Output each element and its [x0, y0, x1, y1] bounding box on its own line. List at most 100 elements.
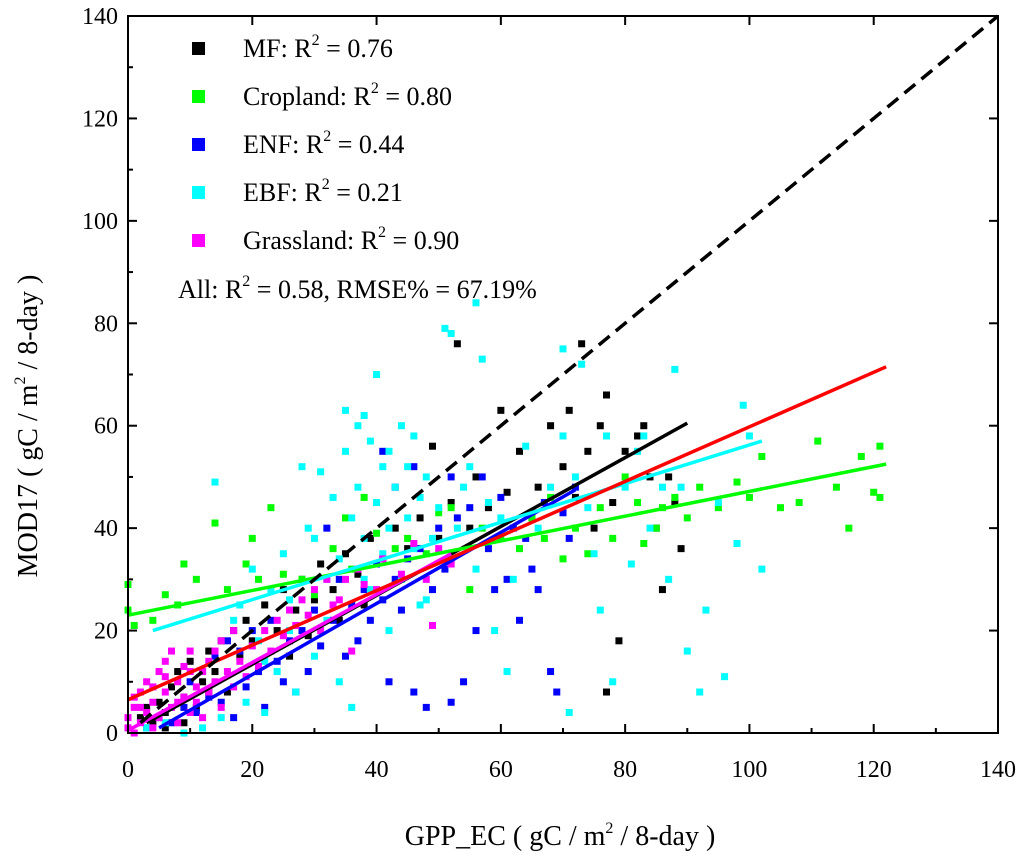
legend: MF: R2 = 0.76 Cropland: R2 = 0.80 ENF: R2 …	[192, 32, 459, 255]
data-point	[671, 365, 679, 373]
data-point	[199, 678, 207, 686]
data-point	[621, 473, 629, 481]
fit-line-enf	[158, 488, 577, 730]
data-point	[286, 652, 294, 660]
data-point	[248, 637, 256, 645]
data-point	[739, 401, 747, 409]
data-point	[385, 678, 393, 686]
data-point	[422, 596, 430, 604]
data-point	[559, 509, 567, 517]
data-point	[149, 616, 157, 624]
data-point	[516, 545, 523, 553]
data-point	[553, 688, 561, 696]
axes-layer: 0 20 40 60 80 100 120 140 0 20 40 60 80 100 120 140	[82, 4, 1016, 783]
data-point	[348, 514, 356, 522]
data-point	[410, 688, 418, 696]
data-point	[230, 616, 238, 624]
data-point	[547, 668, 555, 676]
data-point	[466, 586, 474, 594]
data-point	[565, 534, 573, 542]
data-point	[267, 586, 275, 594]
data-point	[404, 514, 412, 522]
data-point	[192, 709, 200, 717]
data-point	[745, 493, 753, 501]
data-point	[509, 575, 517, 583]
data-point	[472, 473, 480, 481]
data-point	[242, 560, 250, 568]
y-tick-label: 20	[94, 619, 118, 645]
plot-area	[128, 16, 998, 733]
data-point	[310, 586, 318, 594]
data-point	[199, 724, 207, 732]
data-point	[447, 473, 455, 481]
data-point	[261, 703, 269, 711]
data-point	[261, 627, 269, 635]
data-point	[223, 586, 231, 594]
data-point	[435, 534, 443, 542]
data-point	[366, 534, 374, 542]
data-point	[714, 504, 722, 512]
data-point	[186, 647, 194, 655]
data-point	[677, 483, 685, 491]
data-point	[534, 586, 542, 594]
data-point	[453, 524, 461, 532]
data-point	[130, 621, 138, 629]
data-point	[422, 473, 430, 481]
legend-marker-ebf	[192, 186, 205, 199]
data-point	[571, 483, 579, 491]
data-point	[503, 488, 511, 496]
data-point	[422, 703, 430, 711]
data-point	[329, 586, 337, 594]
data-point	[397, 606, 405, 614]
data-point	[267, 504, 275, 512]
data-point	[671, 499, 679, 507]
data-point	[447, 560, 455, 568]
data-point	[609, 534, 617, 542]
data-point	[180, 662, 188, 670]
data-point	[652, 524, 660, 532]
data-point	[360, 586, 368, 594]
data-point	[186, 657, 194, 665]
data-point	[497, 514, 505, 522]
data-point	[199, 668, 207, 676]
legend-marker-mf	[192, 42, 205, 55]
data-point	[665, 575, 673, 583]
x-tick-label: 120	[856, 757, 892, 783]
data-point	[429, 621, 436, 629]
data-point	[310, 591, 318, 599]
data-point	[255, 662, 262, 670]
data-point	[391, 524, 399, 532]
data-point	[211, 478, 219, 486]
data-point	[391, 575, 399, 583]
data-point	[211, 652, 219, 660]
data-point	[168, 647, 175, 655]
data-point	[354, 422, 362, 430]
data-point	[329, 601, 337, 609]
data-point	[410, 463, 418, 471]
data-point	[192, 683, 200, 691]
data-point	[329, 545, 337, 553]
data-point	[491, 586, 499, 594]
data-point	[366, 616, 374, 624]
data-point	[404, 463, 412, 471]
data-point	[397, 570, 405, 578]
x-tick-label: 80	[613, 757, 637, 783]
data-point	[168, 683, 175, 691]
data-point	[559, 463, 567, 471]
data-point	[509, 524, 517, 532]
data-point	[534, 524, 542, 532]
data-point	[174, 678, 182, 686]
data-point	[696, 483, 704, 491]
data-point	[310, 596, 318, 604]
data-point	[143, 703, 151, 711]
data-point	[584, 550, 592, 558]
data-point	[180, 693, 188, 701]
data-point	[143, 678, 151, 686]
data-point	[466, 463, 474, 471]
data-point	[683, 514, 691, 522]
y-tick-label: 40	[94, 516, 118, 542]
data-point	[317, 468, 325, 476]
data-point	[174, 668, 182, 676]
data-point	[857, 452, 865, 460]
data-point	[143, 709, 151, 717]
